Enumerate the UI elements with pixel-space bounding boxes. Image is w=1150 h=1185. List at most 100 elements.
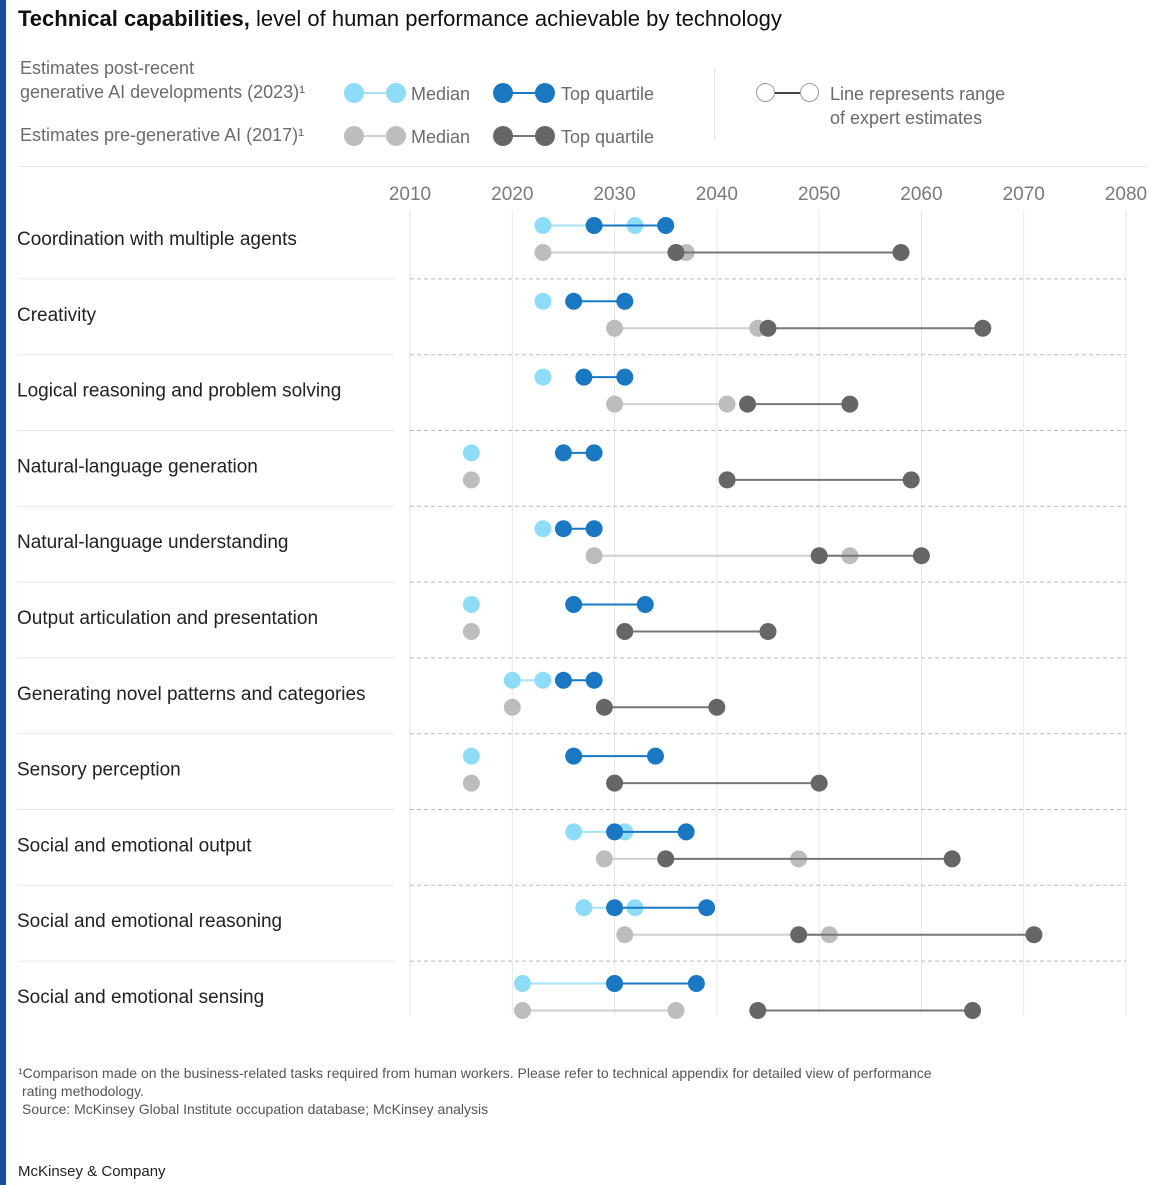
pre-top-quartile-point: [667, 244, 685, 261]
pre-median-point: [503, 698, 521, 716]
pre-top-quartile-point: [892, 244, 910, 261]
category-label: Social and emotional reasoning: [17, 911, 282, 932]
post-median-point: [514, 975, 532, 992]
post-top-quartile-point: [677, 823, 695, 841]
legend-range-label-1: Line represents range: [830, 84, 1006, 104]
legend-pre-label: Estimates pre-generative AI (2017)¹: [20, 125, 305, 145]
post-median-point: [462, 596, 480, 613]
pre-top-quartile-point: [739, 395, 757, 413]
chart-title: Technical capabilities, level of human p…: [18, 6, 782, 32]
post-top-quartile-point: [575, 368, 593, 386]
pre-median-point: [718, 395, 736, 413]
post-top-quartile-point: [565, 747, 583, 765]
category-label: Social and emotional sensing: [17, 987, 264, 1008]
post-median-point: [462, 747, 480, 765]
pre-top-quartile-point: [708, 698, 726, 716]
pre-top-quartile-point: [810, 547, 828, 565]
pre-top-quartile-point: [790, 926, 808, 944]
pre-median-point: [667, 1002, 685, 1019]
pre-median-point: [595, 850, 613, 868]
legend-pre-top-marker: [493, 124, 555, 148]
x-tick-label: 2070: [1003, 184, 1045, 205]
left-accent-bar: [0, 0, 6, 1185]
chart-title-bold: Technical capabilities,: [18, 6, 250, 31]
pre-top-quartile-point: [616, 623, 634, 640]
legend-divider: [714, 68, 715, 140]
post-top-quartile-point: [687, 975, 705, 992]
post-top-quartile-point: [585, 520, 603, 538]
post-median-point: [534, 671, 552, 689]
post-top-quartile-point: [606, 823, 624, 841]
x-tick-label: 2060: [900, 184, 942, 205]
post-median-point: [565, 823, 583, 841]
post-median-point: [503, 671, 521, 689]
category-label: Coordination with multiple agents: [17, 229, 297, 250]
legend-post-label-1: Estimates post-recent: [20, 58, 195, 78]
pre-top-quartile-point: [841, 395, 859, 413]
legend-separator: [18, 166, 1148, 167]
legend-pre-top-label: Top quartile: [561, 127, 655, 147]
legend: Estimates post-recent generative AI deve…: [20, 56, 1150, 166]
post-top-quartile-point: [554, 520, 572, 538]
post-top-quartile-point: [606, 975, 624, 992]
post-median-point: [462, 444, 480, 462]
pre-top-quartile-point: [902, 471, 920, 489]
x-tick-label: 2050: [798, 184, 840, 205]
footnote-line-2: rating methodology.: [22, 1083, 144, 1099]
category-label: Natural-language understanding: [17, 532, 288, 553]
pre-top-quartile-point: [595, 698, 613, 716]
legend-post-top-marker: [493, 81, 555, 105]
brand-logo-text: McKinsey & Company: [18, 1163, 166, 1180]
post-median-point: [534, 368, 552, 386]
pre-top-quartile-point: [1025, 926, 1043, 944]
legend-range-label-2: of expert estimates: [830, 108, 983, 128]
post-median-point: [534, 520, 552, 538]
post-top-quartile-point: [585, 217, 603, 234]
legend-range-marker: [756, 81, 822, 105]
post-top-quartile-point: [657, 217, 675, 234]
legend-post-median-marker: [344, 81, 406, 105]
x-tick-label: 2010: [389, 184, 431, 205]
category-label: Output articulation and presentation: [17, 608, 318, 629]
pre-top-quartile-point: [974, 319, 992, 337]
pre-top-quartile-point: [759, 623, 777, 640]
pre-top-quartile-point: [759, 319, 777, 337]
x-tick-label: 2020: [491, 184, 533, 205]
pre-median-point: [585, 547, 603, 565]
legend-pre-median-marker: [344, 124, 406, 148]
post-top-quartile-point: [565, 596, 583, 613]
pre-median-point: [606, 319, 624, 337]
post-median-point: [575, 899, 593, 917]
pre-top-quartile-point: [657, 850, 675, 868]
pre-top-quartile-point: [964, 1002, 982, 1019]
category-label: Sensory perception: [17, 760, 181, 781]
pre-median-point: [534, 244, 552, 261]
post-top-quartile-point: [636, 596, 654, 613]
category-label: Creativity: [17, 305, 97, 326]
footnote-source: Source: McKinsey Global Institute occupa…: [22, 1101, 489, 1117]
post-top-quartile-point: [698, 899, 716, 917]
footnote: ¹Comparison made on the business-related…: [18, 1064, 1078, 1118]
post-top-quartile-point: [554, 444, 572, 462]
category-label: Social and emotional output: [17, 835, 252, 856]
post-top-quartile-point: [606, 899, 624, 917]
category-label: Natural-language generation: [17, 456, 258, 477]
post-top-quartile-point: [646, 747, 664, 765]
post-top-quartile-point: [585, 444, 603, 462]
x-tick-label: 2080: [1105, 184, 1147, 205]
pre-median-point: [616, 926, 634, 944]
post-median-point: [534, 292, 552, 310]
legend-post-median-label: Median: [411, 84, 471, 104]
post-median-point: [534, 217, 552, 234]
pre-median-point: [462, 774, 480, 792]
pre-top-quartile-point: [810, 774, 828, 792]
footnote-line-1: ¹Comparison made on the business-related…: [18, 1065, 932, 1081]
legend-pre-median-label: Median: [411, 127, 471, 147]
x-tick-label: 2030: [593, 184, 635, 205]
post-top-quartile-point: [554, 671, 572, 689]
post-top-quartile-point: [585, 671, 603, 689]
category-label: Logical reasoning and problem solving: [17, 381, 341, 402]
post-top-quartile-point: [565, 292, 583, 310]
chart-title-rest: level of human performance achievable by…: [249, 6, 782, 31]
pre-top-quartile-point: [749, 1002, 767, 1019]
